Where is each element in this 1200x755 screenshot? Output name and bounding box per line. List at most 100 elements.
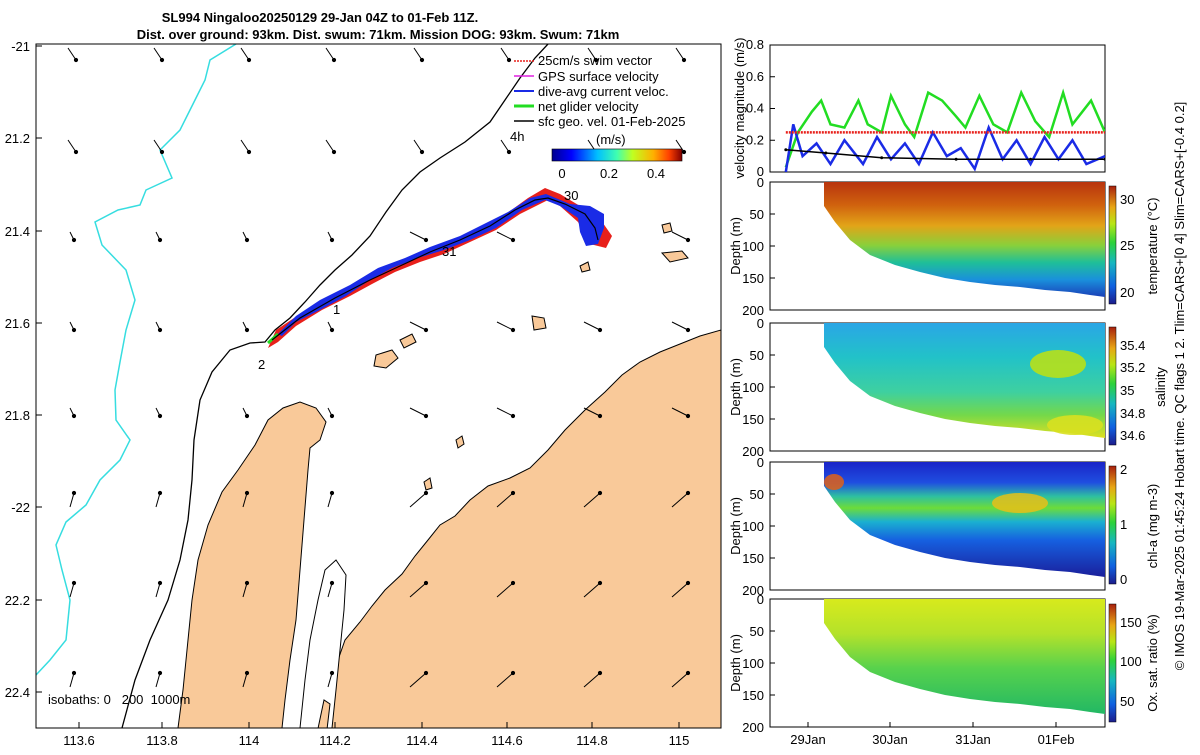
depth-tick-label: 200 [742, 444, 764, 459]
geo-vector-head [423, 327, 429, 333]
glider-track-line [271, 197, 599, 341]
geo-vector-arrow [242, 492, 248, 508]
geo-vector-head [73, 149, 79, 155]
salinity-cb-tick-354: 35.4 [1120, 338, 1145, 353]
depth-tick-label: 150 [742, 688, 764, 703]
island-6 [661, 222, 673, 234]
geo-vector-head [246, 149, 252, 155]
geo-vector-head [423, 580, 429, 586]
geo-vector-head [329, 237, 335, 243]
geo-vector-head [71, 580, 77, 586]
geo-vector-head [329, 580, 335, 586]
depth-tick-label: 200 [742, 583, 764, 598]
legend-swim-label: 25cm/s swim vector [538, 53, 653, 68]
depth-tick-label: 100 [742, 656, 764, 671]
velocity-panel: velocity magnitude (m/s) 0 0.2 0.4 0.6 0.8 [732, 37, 1106, 179]
map-x-tick-label: 113.6 [63, 733, 95, 748]
oxygen-cb-tick-50: 50 [1120, 694, 1134, 709]
geo-vector-arrow [69, 492, 75, 508]
map-y-tick-labels: -21 21.2 21.4 21.6 21.8 -22 22.2 22.4 [5, 39, 42, 700]
chla-cb-label: chl-a (mg m-3) [1145, 484, 1160, 569]
geo-vector-arrow [675, 47, 685, 61]
geo-vector-head [71, 413, 77, 419]
chart-title-line2: Dist. over ground: 93km. Dist. swum: 71k… [137, 27, 620, 42]
colorbar-tick-0: 0 [558, 166, 565, 181]
oxygen-section [824, 599, 1105, 714]
temperature-depth-ticks: 0 50 100 150 200 [742, 175, 775, 318]
island-2 [399, 333, 417, 349]
geo-vector-arrow [155, 672, 161, 688]
geo-vector-arrow [496, 672, 514, 688]
time-x-tick-labels: 29Jan 30Jan 31Jan 01Feb [790, 722, 1074, 747]
geo-vector-head [510, 670, 516, 676]
map-x-tick-label: 115 [669, 733, 690, 748]
velocity-point [954, 157, 958, 161]
depth-tick-label: 200 [742, 303, 764, 318]
chla-depth-ticks: 0 50 100 150 200 [742, 455, 775, 598]
geo-vector-arrow [327, 672, 333, 688]
depth-tick-label: 0 [757, 592, 764, 607]
velocity-series-dive-avg-current-veloc- [784, 124, 1105, 172]
island-5 [579, 261, 591, 273]
depth-tick-label: 200 [742, 720, 764, 735]
geo-vector-arrow [240, 47, 250, 61]
depth-tick-label: 150 [742, 271, 764, 286]
chla-section [824, 462, 1105, 577]
geo-vector-arrow [67, 47, 77, 61]
velocity-series [784, 88, 1105, 172]
sfc-geo-vectors [67, 47, 691, 688]
geo-vector-head [159, 57, 165, 63]
geo-vector-head [244, 237, 250, 243]
geo-vector-arrow [500, 139, 510, 153]
velocity-y-ticks: 0 0.2 0.4 0.6 0.8 [746, 37, 775, 179]
geo-vector-head [244, 580, 250, 586]
velocity-y-tick-label: 0.4 [746, 101, 764, 116]
geo-vector-arrow [240, 139, 250, 153]
land-pilbara-mainland [329, 329, 721, 728]
velocity-series-net-glider-velocity [784, 88, 1105, 168]
geo-vector-arrow [325, 47, 335, 61]
legend-geo-label: sfc geo. vel. 01-Feb-2025 [538, 114, 685, 129]
geo-vector-arrow [583, 407, 601, 417]
geo-vector-head [71, 327, 77, 333]
velocity-ylabel: velocity magnitude (m/s) [732, 38, 747, 179]
depth-tick-label: 50 [750, 487, 764, 502]
map-x-tick-label: 114.8 [576, 733, 608, 748]
velocity-point [1029, 157, 1033, 161]
geo-vector-arrow [496, 407, 514, 417]
oxygen-cb-label: Ox. sat. ratio (%) [1145, 614, 1160, 712]
geo-vector-arrow [583, 672, 601, 688]
geo-vector-head [159, 149, 165, 155]
geo-vector-head [419, 149, 425, 155]
depth-tick-label: 100 [742, 239, 764, 254]
isobaths-label: isobaths: 0 200 1000m [48, 692, 190, 707]
velocity-point [824, 151, 828, 155]
geo-vector-head [71, 670, 77, 676]
geo-vector-arrow [671, 492, 689, 508]
depth-tick-label: 100 [742, 380, 764, 395]
geo-vector-head [597, 413, 603, 419]
geo-vector-arrow [409, 672, 427, 688]
geo-vector-head [331, 149, 337, 155]
geo-vector-head [423, 670, 429, 676]
geo-vector-arrow [69, 582, 75, 598]
track-day-label-31: 31 [442, 244, 456, 259]
map-y-tick-label: 22.4 [5, 685, 30, 700]
geo-vector-head [244, 670, 250, 676]
geo-vector-arrow [409, 582, 427, 598]
salinity-depth-label: Depth (m) [728, 358, 743, 416]
temperature-cb-label: temperature (°C) [1145, 198, 1160, 295]
geo-vector-head [510, 237, 516, 243]
legend-hours-label: 4h [510, 129, 524, 144]
oxygen-colorbar [1108, 603, 1117, 723]
temperature-depth-label: Depth (m) [728, 217, 743, 275]
velocity-y-tick-label: 0.6 [746, 69, 764, 84]
map-y-tick-label: -21 [11, 39, 30, 54]
depth-tick-label: 50 [750, 348, 764, 363]
legend-net-label: net glider velocity [538, 99, 639, 114]
geo-vector-head [157, 490, 163, 496]
time-tick-label: 31Jan [955, 732, 990, 747]
temperature-cb-tick-25: 25 [1120, 238, 1134, 253]
salinity-high-patch [1030, 350, 1086, 378]
